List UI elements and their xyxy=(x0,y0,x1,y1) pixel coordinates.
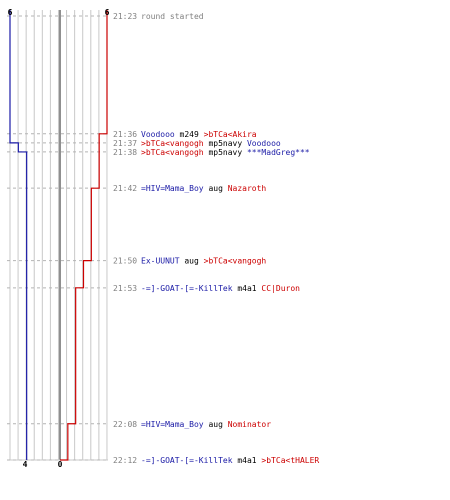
red-player-name: >bTCa<vangogh xyxy=(204,257,267,266)
event-text: =HIV=Mama_Boy aug Nazaroth xyxy=(141,184,266,193)
weapon-name: m4a1 xyxy=(233,284,262,293)
blue-player-name: =HIV=Mama_Boy xyxy=(141,184,204,193)
series-lines xyxy=(9,10,108,461)
blue-player-name: Ex-UUNUT xyxy=(141,257,180,266)
event-time: 22:08 xyxy=(113,420,137,429)
event-guide-lines xyxy=(7,15,108,461)
red-team-alive-line xyxy=(60,10,108,461)
red-player-name: Nazaroth xyxy=(228,184,267,193)
event-text: round started xyxy=(141,12,204,21)
event-time: 21:37 xyxy=(113,139,137,148)
blue-team-alive-line xyxy=(9,10,28,460)
event-time: 21:53 xyxy=(113,284,137,293)
red-end-count-label: 0 xyxy=(58,460,63,469)
event-note: round started xyxy=(141,12,204,21)
blue-player-name: Voodooo xyxy=(141,130,175,139)
event-text: >bTCa<vangogh mp5navy ***MadGreg*** xyxy=(141,148,310,157)
event-time: 21:38 xyxy=(113,148,137,157)
weapon-name: mp5navy xyxy=(204,148,247,157)
blue-player-name: ***MadGreg*** xyxy=(247,148,310,157)
blue-player-name: =HIV=Mama_Boy xyxy=(141,420,204,429)
event-time: 21:36 xyxy=(113,130,137,139)
red-player-name: >bTCa<Akira xyxy=(204,130,257,139)
event-text: Voodooo m249 >bTCa<Akira xyxy=(141,130,257,139)
weapon-name: mp5navy xyxy=(204,139,247,148)
blue-player-name: -=]-GOAT-[=-KillTek xyxy=(141,456,233,465)
blue-player-name: Voodooo xyxy=(247,139,281,148)
red-player-name: >bTCa<vangogh xyxy=(141,148,204,157)
event-text: -=]-GOAT-[=-KillTek m4a1 CC|Duron xyxy=(141,284,300,293)
red-player-name: Nominator xyxy=(228,420,272,429)
weapon-name: m4a1 xyxy=(233,456,262,465)
event-text: =HIV=Mama_Boy aug Nominator xyxy=(141,420,271,429)
event-time: 21:50 xyxy=(113,257,137,266)
event-text: -=]-GOAT-[=-KillTek m4a1 >bTCa<tHALER xyxy=(141,456,319,465)
event-text: Ex-UUNUT aug >bTCa<vangogh xyxy=(141,257,266,266)
weapon-name: aug xyxy=(180,257,204,266)
event-time: 21:42 xyxy=(113,184,137,193)
red-player-name: >bTCa<tHALER xyxy=(261,456,319,465)
weapon-name: m249 xyxy=(175,130,204,139)
red-player-name: >bTCa<vangogh xyxy=(141,139,204,148)
event-time: 21:23 xyxy=(113,12,137,21)
event-text: >bTCa<vangogh mp5navy Voodooo xyxy=(141,139,281,148)
red-player-name: CC|Duron xyxy=(261,284,300,293)
event-time: 22:12 xyxy=(113,456,137,465)
event-log: 21:23 round started 21:36 Voodooo m249 >bTC… xyxy=(113,12,319,465)
weapon-name: aug xyxy=(204,184,228,193)
blue-player-name: -=]-GOAT-[=-KillTek xyxy=(141,284,233,293)
weapon-name: aug xyxy=(204,420,228,429)
red-start-count-label: 6 xyxy=(105,8,110,17)
grid xyxy=(7,10,108,461)
blue-start-count-label: 6 xyxy=(8,8,13,17)
blue-end-count-label: 4 xyxy=(23,460,28,469)
